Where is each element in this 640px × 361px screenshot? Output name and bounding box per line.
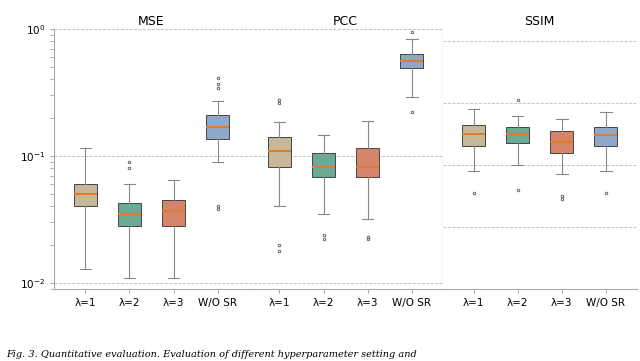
PathPatch shape: [506, 127, 529, 143]
PathPatch shape: [400, 55, 423, 68]
Title: SSIM: SSIM: [525, 15, 555, 28]
PathPatch shape: [268, 138, 291, 167]
Text: Fig. 3. Quantitative evaluation. Evaluation of different hyperparameter setting : Fig. 3. Quantitative evaluation. Evaluat…: [6, 350, 417, 359]
PathPatch shape: [595, 127, 618, 147]
PathPatch shape: [312, 153, 335, 177]
PathPatch shape: [550, 131, 573, 153]
Title: PCC: PCC: [333, 15, 358, 28]
PathPatch shape: [206, 115, 229, 139]
PathPatch shape: [162, 200, 185, 226]
PathPatch shape: [118, 203, 141, 226]
PathPatch shape: [74, 184, 97, 206]
PathPatch shape: [462, 125, 485, 147]
Title: MSE: MSE: [138, 15, 164, 28]
PathPatch shape: [356, 148, 379, 177]
